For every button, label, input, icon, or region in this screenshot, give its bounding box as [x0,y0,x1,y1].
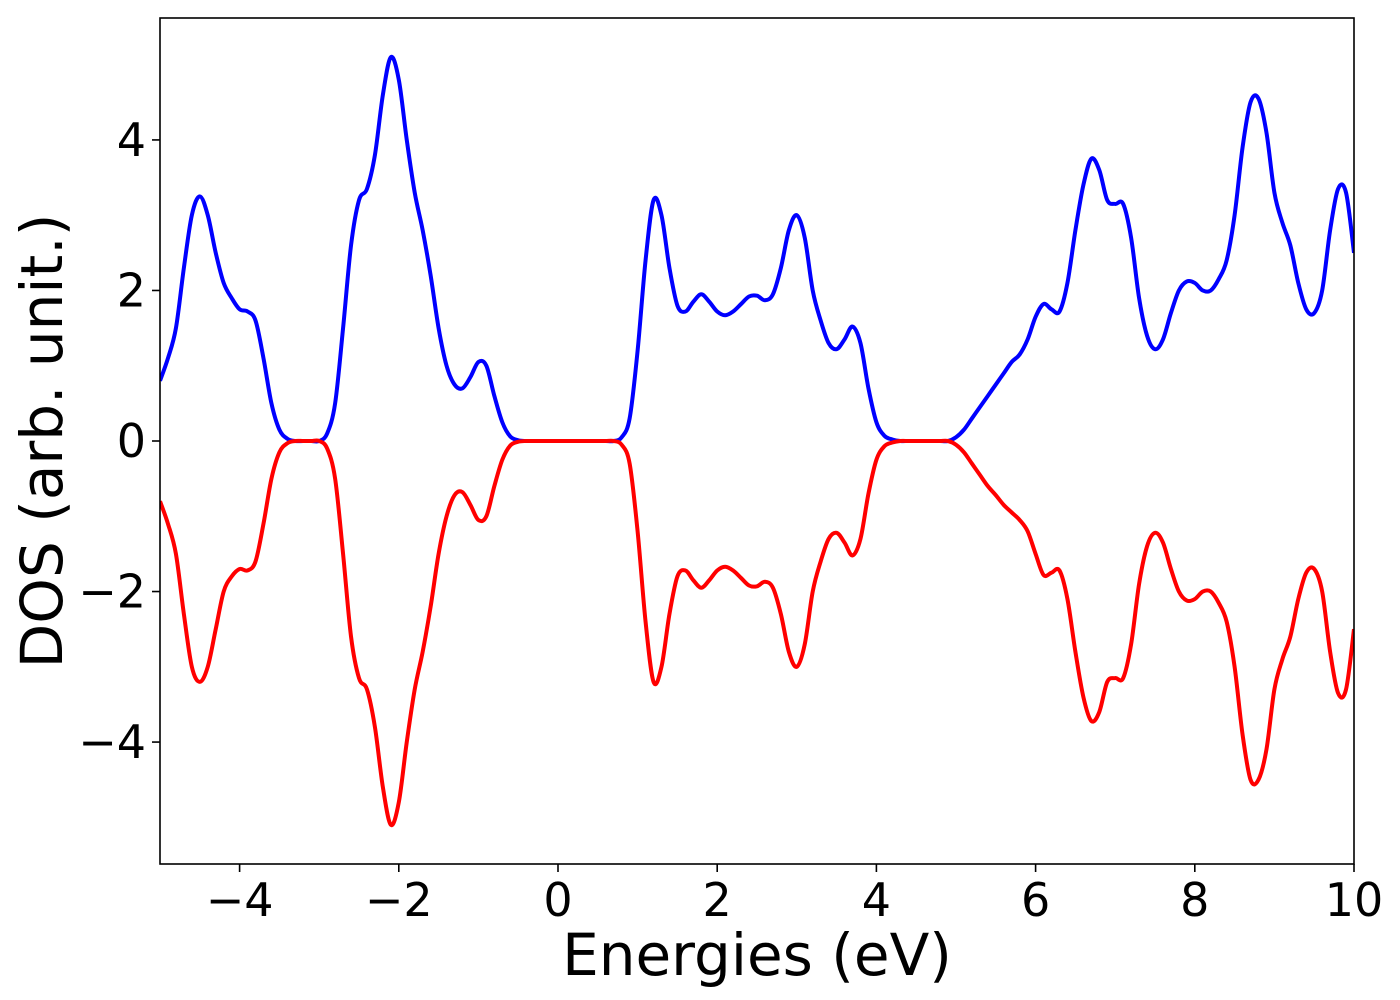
x-tick-label: 6 [1021,873,1050,927]
line-series [160,54,1354,444]
y-tick-label: 2 [117,263,146,317]
x-tick-label: 8 [1180,873,1209,927]
plot-frame [159,17,1355,865]
y-tick-label: 0 [117,414,146,468]
y-tick-label: −2 [78,565,146,619]
x-tick-label: −2 [365,873,433,927]
x-tick-label: 0 [543,873,572,927]
x-tick-label: 4 [862,873,891,927]
x-tick-label: −4 [206,873,274,927]
x-tick-label: 2 [703,873,732,927]
y-tick-label: 4 [117,113,146,167]
line-series [160,438,1354,828]
y-tick-label: −4 [78,715,146,769]
x-axis-label: Energies (eV) [562,921,952,989]
x-tick-label: 10 [1325,873,1384,927]
y-axis-label: DOS (arb. unit.) [8,214,76,669]
